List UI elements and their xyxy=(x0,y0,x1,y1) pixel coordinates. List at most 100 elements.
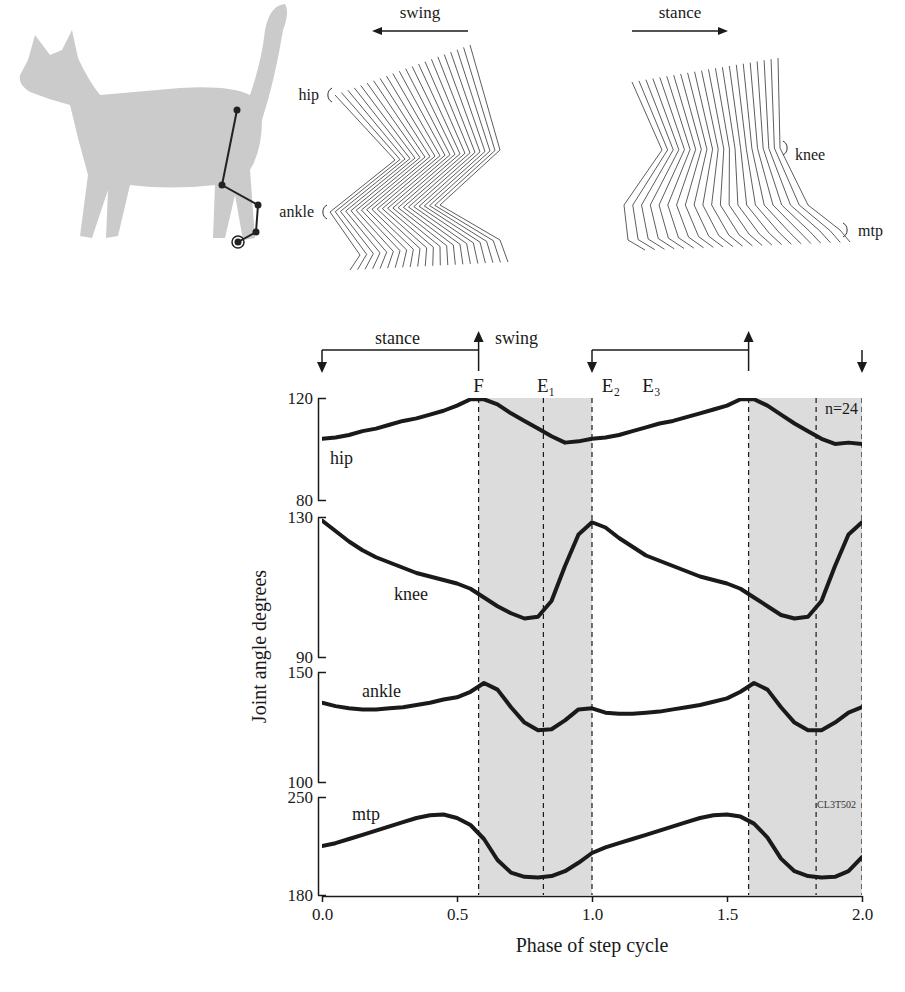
stick-frame xyxy=(764,60,830,242)
cat-limb-joint-ring xyxy=(232,236,244,248)
cat-illustration xyxy=(20,4,287,248)
y-axis-line xyxy=(318,673,320,783)
joint-label: knee xyxy=(795,146,825,163)
stick-frame xyxy=(356,83,420,268)
phase-label: stance xyxy=(375,328,420,348)
phase-arrow-shaft xyxy=(321,350,323,364)
stick-frame xyxy=(409,59,470,264)
stick-frame xyxy=(667,76,694,248)
stick-frame xyxy=(778,58,850,242)
joint-angle-line xyxy=(322,815,862,878)
x-tick-label: 2.0 xyxy=(852,905,873,924)
y-tick-label: 180 xyxy=(288,886,314,905)
joint-label: mtp xyxy=(858,222,883,240)
stick-frame xyxy=(419,55,480,264)
phase-bar: stanceswingFE₁E₂E₃ xyxy=(317,328,867,396)
y-tick: 150 xyxy=(288,663,327,682)
y-tick: 130 xyxy=(288,508,327,527)
stick-frame xyxy=(708,69,752,245)
cat-limb-joint xyxy=(219,182,226,189)
x-tick: 2.0 xyxy=(852,896,873,924)
y-axis-line xyxy=(318,518,320,658)
stick-frame xyxy=(633,81,668,250)
phase-arrow-shaft xyxy=(861,350,863,364)
stick-figure: swinghipankle xyxy=(279,3,508,270)
x-tick-mark xyxy=(727,896,729,902)
stick-frame xyxy=(340,90,405,269)
stick-figure-title: stance xyxy=(659,3,701,22)
phase-dashed-line xyxy=(591,398,592,895)
record-code-label: CL3T502 xyxy=(817,799,856,810)
plot-area xyxy=(322,521,862,619)
direction-arrow-head xyxy=(372,27,382,35)
phase-label: swing xyxy=(495,328,538,348)
plot-area xyxy=(322,683,862,730)
stick-frame xyxy=(702,71,743,247)
phase-arrow-head xyxy=(317,362,327,373)
phase-arrow-shaft xyxy=(478,340,480,371)
stick-frame xyxy=(440,45,508,262)
y-tick: 120 xyxy=(288,389,327,408)
y-tick-label: 130 xyxy=(288,508,314,527)
phase-event-label: E₃ xyxy=(642,375,660,396)
stick-frame xyxy=(688,73,723,247)
direction-arrow-shaft xyxy=(632,30,720,32)
panel: 90130knee xyxy=(288,508,863,667)
phase-dashed-line xyxy=(543,398,544,895)
panel-title: ankle xyxy=(362,681,401,701)
y-axis: 180 250 xyxy=(288,788,327,905)
panel-title: knee xyxy=(394,584,428,604)
phase-arrow-shaft xyxy=(591,350,593,364)
cat-silhouette xyxy=(20,4,287,240)
joint-angle-line xyxy=(322,521,862,619)
figure-svg: swinghipanklestancekneemtpstanceswingFE₁… xyxy=(0,0,905,992)
y-tick: 250 xyxy=(288,788,327,807)
y-tick-mark xyxy=(318,517,326,519)
stick-frame xyxy=(430,50,493,263)
x-tick-mark xyxy=(457,896,459,902)
x-axis-title: Phase of step cycle xyxy=(516,934,669,957)
stick-frame xyxy=(674,75,704,248)
phase-bracket-line xyxy=(592,349,749,351)
stick-frame xyxy=(729,66,781,245)
phase-arrow-head xyxy=(857,362,867,373)
cat-limb-stick xyxy=(222,110,258,242)
joint-label: ankle xyxy=(279,203,314,220)
joint-angle-line xyxy=(322,683,862,730)
x-tick: 0.5 xyxy=(447,896,468,924)
stick-figure: stance knee mtp xyxy=(624,3,883,250)
x-tick: 1.0 xyxy=(582,896,603,924)
x-tick-mark xyxy=(322,896,324,902)
phase-event-label: E₂ xyxy=(602,375,620,396)
phase-dashed-line xyxy=(815,398,816,895)
cat-limb-joint xyxy=(234,107,241,114)
sample-size-label: n=24 xyxy=(825,400,858,417)
y-tick: 180 xyxy=(288,886,327,905)
panel-title: hip xyxy=(330,448,353,468)
y-tick-mark xyxy=(318,797,326,799)
joint-angle-arc xyxy=(783,141,787,155)
x-tick: 0.0 xyxy=(312,896,333,924)
x-tick-label: 0.5 xyxy=(447,905,468,924)
stick-frame xyxy=(659,77,684,248)
plot-area xyxy=(322,399,862,444)
joint-angle-arc xyxy=(323,205,327,219)
chart-root: swinghipanklestancekneemtpstanceswingFE₁… xyxy=(0,0,905,992)
phase-arrow-head xyxy=(474,331,484,342)
y-tick-mark xyxy=(318,782,326,784)
phase-arrow-shaft xyxy=(748,340,750,371)
stick-frame xyxy=(367,78,430,267)
stick-frame xyxy=(335,93,400,270)
x-tick-label: 0.0 xyxy=(312,905,333,924)
phase-dashed-line xyxy=(478,398,479,895)
y-axis: 80120 xyxy=(288,389,327,510)
phase-dashed-line xyxy=(861,398,862,895)
joint-angle-arc xyxy=(843,223,847,237)
y-tick-label: 150 xyxy=(288,663,314,682)
y-tick-label: 250 xyxy=(288,788,314,807)
y-tick-label: 120 xyxy=(288,389,314,408)
phase-event-label: E₁ xyxy=(537,375,555,396)
cat-limb-joint xyxy=(253,229,260,236)
phase-bracket-line xyxy=(322,349,479,351)
y-tick-mark xyxy=(318,657,326,659)
